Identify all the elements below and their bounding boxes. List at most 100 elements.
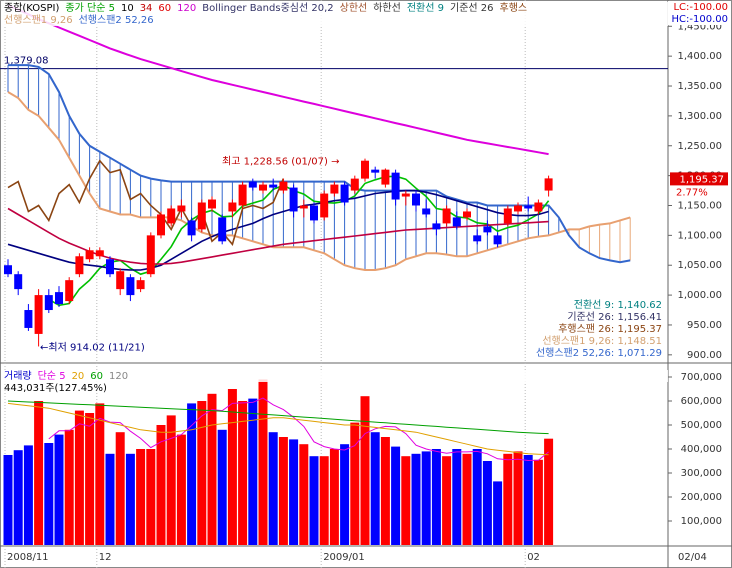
candle-body xyxy=(218,217,227,242)
legend: 선행스팬1 9,26 선행스팬2 52,26 xyxy=(4,14,154,26)
candle-body xyxy=(473,235,482,242)
volume-bar xyxy=(533,459,543,545)
header-bg xyxy=(1,2,668,14)
candle-body xyxy=(310,205,318,221)
candle-body xyxy=(391,172,400,200)
volume-subtitle: 443,031주(127.45%) xyxy=(4,383,107,394)
y-tick-label: 950.00 xyxy=(687,320,722,331)
volume-bar xyxy=(85,413,95,545)
candle-body xyxy=(524,205,533,209)
y-tick-label: 400,000 xyxy=(681,444,722,455)
candle-body xyxy=(14,274,23,290)
candle-body xyxy=(44,295,53,311)
legend-entry: 후행스 xyxy=(500,2,528,14)
volume-bar xyxy=(289,439,299,545)
candle-body xyxy=(432,223,441,230)
indicator-line xyxy=(7,159,285,246)
legend-entry: 거래량 xyxy=(4,370,32,382)
x-tick-label: 02 xyxy=(527,552,540,563)
plot: 1,379.08 최고 1,228.56 (01/07) → ←최저 914.02 … xyxy=(0,4,668,545)
volume-bar xyxy=(95,403,105,545)
candle-body xyxy=(340,184,349,203)
high-note: 최고 1,228.56 (01/07) → xyxy=(222,156,339,168)
volume-bar xyxy=(115,432,125,545)
candle-body xyxy=(422,208,431,215)
candle-body xyxy=(126,277,135,296)
volume-bar xyxy=(329,449,339,545)
candle-body xyxy=(534,202,543,212)
candle-body xyxy=(412,193,420,206)
volume-bar xyxy=(44,443,54,545)
volume-bar xyxy=(299,444,309,545)
volume-bar xyxy=(391,446,401,545)
lc-bg xyxy=(668,1,731,25)
candle-body xyxy=(442,208,451,224)
volume-bar xyxy=(523,455,533,545)
indicator-line xyxy=(48,397,549,462)
volume-bar xyxy=(493,481,503,545)
legend-entry: 20 xyxy=(72,371,85,382)
y-tick-label: 300,000 xyxy=(681,468,722,479)
candle-body xyxy=(269,184,278,188)
y-tick-label: 1,350.00 xyxy=(677,81,722,92)
legend-entry: Bollinger Bands중심선 20,2 xyxy=(202,2,333,14)
volume-bar xyxy=(370,432,380,545)
candle-body xyxy=(208,199,216,209)
volume-bar xyxy=(64,429,74,545)
volume-bar xyxy=(74,410,84,545)
candle-body xyxy=(95,250,104,257)
y-tick-label: 1,300.00 xyxy=(677,111,722,122)
candle-body xyxy=(381,169,390,185)
y-tick-label: 1,400.00 xyxy=(677,51,722,62)
volume-bar xyxy=(54,434,64,545)
indicator-value: 기준선 26: 1,156.41 xyxy=(567,311,662,323)
legend: 종합(KOSPI) 종가 단순 5 10 34 60 120 Bollinger Bands… xyxy=(4,1,527,14)
volume-bar xyxy=(217,429,227,545)
legend-entry: 전환선 9 xyxy=(407,2,444,14)
volume-bar xyxy=(482,461,492,545)
candle-body xyxy=(24,310,33,328)
candle-body xyxy=(289,187,298,212)
candle-body xyxy=(136,280,145,290)
volume-bar xyxy=(513,451,523,545)
candle-body xyxy=(85,250,94,260)
candle-body xyxy=(157,214,165,236)
legend-entry: 선행스팬1 9,26 xyxy=(4,14,73,26)
candle-body xyxy=(197,202,206,230)
y-tick-label: 500,000 xyxy=(681,420,722,431)
header-bg xyxy=(1,370,668,382)
candle-body xyxy=(320,193,329,218)
legend-entry: 하한선 xyxy=(373,1,401,14)
volume-bar xyxy=(146,449,156,545)
y-tick-label: 900.00 xyxy=(687,350,722,361)
indicator-line xyxy=(7,91,631,271)
volume-bar xyxy=(187,403,197,545)
low-note: ←최저 914.02 (11/21) xyxy=(40,341,145,353)
y-tick-label: 1,100.00 xyxy=(677,230,722,241)
candle-body xyxy=(238,184,247,206)
volume-bar xyxy=(23,445,33,545)
candle-body xyxy=(55,292,63,305)
indicator-value: 후행스팬 26: 1,195.37 xyxy=(558,323,662,335)
volume-bar xyxy=(227,389,237,545)
candle-body xyxy=(279,181,288,191)
volume-bar xyxy=(380,437,390,545)
candle-body xyxy=(167,208,176,224)
volume-bar xyxy=(401,456,411,545)
candle-body xyxy=(483,226,492,233)
legend-entry: 단순 5 xyxy=(38,370,66,382)
volume-bar xyxy=(350,422,360,545)
change-label: 2.77% xyxy=(676,187,708,198)
candle-body xyxy=(187,220,196,236)
y-tick-label: 700,000 xyxy=(681,372,722,383)
legend-title: 종합(KOSPI) xyxy=(4,2,60,14)
candle-body xyxy=(116,271,125,290)
candle-body xyxy=(544,178,553,191)
indicator-line xyxy=(7,400,549,435)
candle-body xyxy=(371,169,380,173)
last-price-badge xyxy=(670,172,728,186)
candle-body xyxy=(228,202,237,212)
y-tick-label: 1,050.00 xyxy=(677,260,722,271)
